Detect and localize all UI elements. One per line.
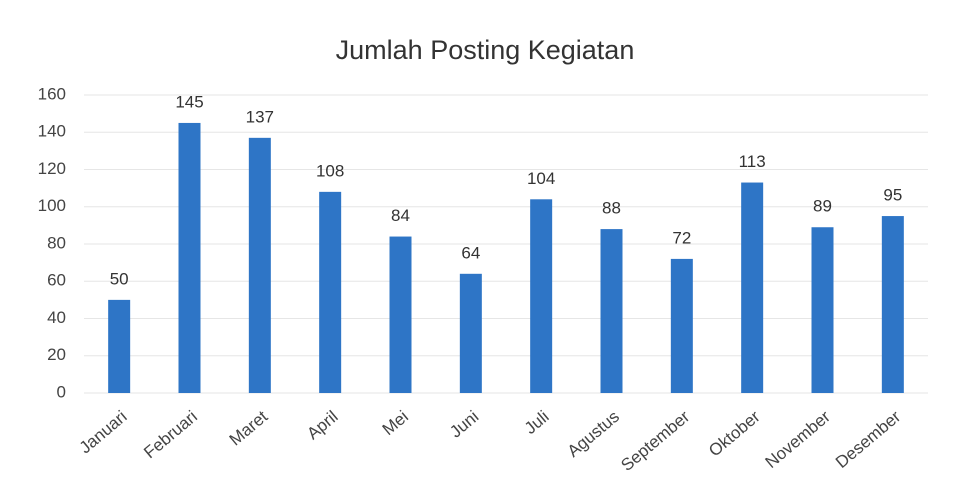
y-tick-label: 20: [47, 345, 66, 364]
value-label: 89: [813, 197, 832, 216]
y-tick-label: 160: [38, 84, 66, 103]
bar: [248, 137, 271, 393]
value-label: 145: [175, 92, 203, 111]
value-label: 72: [672, 228, 691, 247]
value-label: 113: [739, 152, 766, 171]
value-label: 137: [246, 107, 274, 126]
bar: [811, 227, 834, 393]
bar: [530, 199, 553, 393]
bar: [881, 216, 904, 393]
x-tick-label: September: [617, 407, 693, 475]
x-tick-label: Agustus: [564, 407, 623, 461]
x-tick-label: Juli: [521, 407, 553, 438]
y-tick-label: 60: [47, 271, 66, 290]
bar: [178, 122, 201, 393]
y-tick-label: 80: [47, 233, 66, 252]
value-label: 95: [883, 186, 902, 205]
chart-title: Jumlah Posting Kegiatan: [336, 35, 635, 65]
x-tick-label: April: [303, 407, 341, 443]
x-tick-label: Juni: [446, 407, 482, 442]
x-tick-label: Oktober: [705, 407, 764, 461]
value-label: 104: [527, 169, 555, 188]
y-tick-label: 120: [38, 159, 66, 178]
bar: [459, 273, 482, 393]
value-label: 50: [110, 269, 129, 288]
y-tick-label: 40: [47, 308, 66, 327]
x-tick-label: Januari: [76, 407, 131, 457]
y-tick-label: 100: [38, 196, 66, 215]
x-tick-label: Desember: [832, 407, 905, 472]
value-label: 64: [461, 243, 480, 262]
x-tick-label: Februari: [140, 407, 201, 462]
bar: [389, 236, 412, 393]
value-label: 108: [316, 161, 344, 180]
x-tick-label: November: [762, 407, 835, 472]
bar: [741, 182, 764, 393]
x-tick-label: Mei: [379, 407, 412, 439]
bar: [670, 258, 693, 393]
value-label: 84: [391, 206, 410, 225]
x-tick-label: Maret: [226, 407, 272, 450]
value-label: 88: [602, 199, 621, 218]
bar: [600, 229, 623, 393]
bar: [319, 191, 342, 393]
y-tick-label: 140: [38, 122, 66, 141]
y-tick-label: 0: [57, 382, 66, 401]
bar: [108, 299, 131, 393]
